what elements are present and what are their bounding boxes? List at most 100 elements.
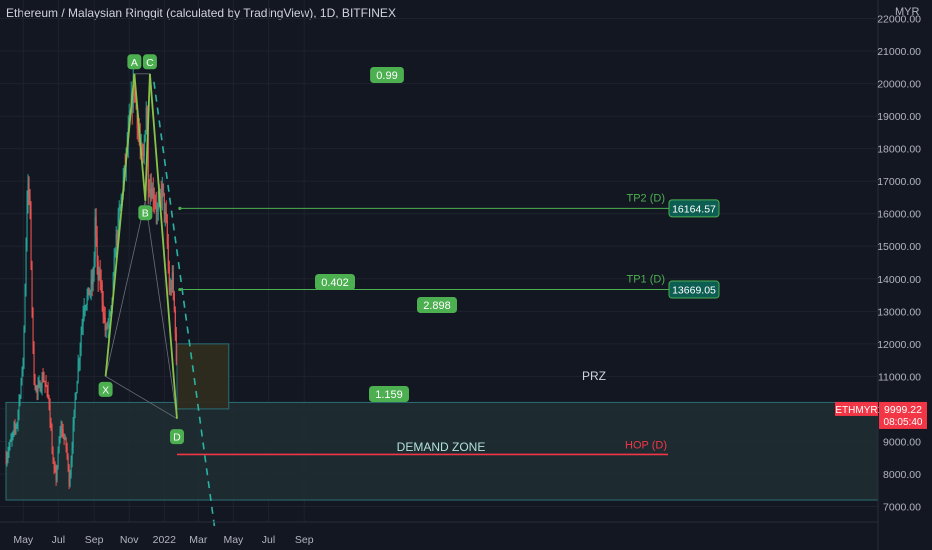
pattern-bd-line bbox=[144, 200, 178, 419]
candle-body bbox=[112, 274, 114, 298]
y-tick-label: 9000.00 bbox=[883, 436, 921, 448]
candle-body bbox=[50, 421, 52, 431]
candle-body bbox=[160, 193, 162, 199]
last-price-badge bbox=[879, 401, 927, 429]
candle-body bbox=[153, 200, 155, 202]
candle-body bbox=[29, 194, 31, 209]
x-tick-label: Jul bbox=[262, 534, 275, 546]
ratio-label: 0.99 bbox=[376, 70, 397, 82]
point-pill-b bbox=[138, 205, 153, 221]
candle-body bbox=[99, 271, 101, 282]
candle-body bbox=[69, 475, 71, 486]
candle-body bbox=[161, 183, 163, 199]
candle-body bbox=[53, 463, 55, 467]
candle-body bbox=[86, 295, 88, 305]
candle-body bbox=[103, 314, 105, 317]
y-tick-label: 18000.00 bbox=[877, 144, 921, 156]
y-tick-label: 17000.00 bbox=[877, 176, 921, 188]
pattern-leg-ab bbox=[133, 73, 147, 201]
candle-body bbox=[149, 188, 151, 193]
candle-body bbox=[15, 426, 17, 428]
candle-body bbox=[37, 385, 39, 392]
candle-body bbox=[49, 405, 51, 422]
candle-body bbox=[162, 183, 164, 194]
candle-body bbox=[48, 396, 50, 406]
x-tick-label: 2022 bbox=[153, 534, 177, 546]
candle-body bbox=[24, 288, 26, 328]
candle-body bbox=[67, 455, 69, 467]
demand-zone-label: DEMAND ZONE bbox=[397, 440, 486, 454]
candle-body bbox=[12, 431, 14, 437]
ratio-label: 0.402 bbox=[321, 277, 349, 289]
candle-body bbox=[93, 257, 95, 276]
candle-body bbox=[44, 380, 46, 384]
y-tick-label: 16000.00 bbox=[877, 209, 921, 221]
candle-body bbox=[11, 436, 13, 440]
candle-body bbox=[115, 234, 117, 256]
x-tick-label: Sep bbox=[85, 534, 104, 546]
candle-body bbox=[57, 450, 59, 467]
candle-body bbox=[94, 216, 96, 258]
candle-body bbox=[169, 287, 171, 292]
tp1-value-pill bbox=[668, 280, 720, 299]
x-tick-label: Mar bbox=[189, 534, 208, 546]
candle-body bbox=[72, 424, 74, 448]
y-tick-label: 15000.00 bbox=[877, 241, 921, 253]
candle-body bbox=[39, 382, 41, 392]
currency-unit: MYR bbox=[895, 6, 920, 18]
ratio-pill bbox=[315, 274, 355, 290]
candle-body bbox=[60, 428, 62, 430]
y-tick-label: 20000.00 bbox=[877, 79, 921, 91]
point-pill-c bbox=[142, 54, 157, 70]
candle-body bbox=[154, 201, 156, 205]
candle-body bbox=[90, 279, 92, 291]
candle-body bbox=[19, 397, 21, 401]
candle-body bbox=[87, 287, 89, 296]
last-price-value: 9999.22 bbox=[884, 404, 922, 416]
candle-body bbox=[119, 205, 121, 211]
candle-body bbox=[142, 154, 144, 157]
candle-body bbox=[102, 301, 104, 315]
candle-body bbox=[105, 326, 107, 331]
pattern-leg-bc bbox=[144, 73, 151, 201]
pattern-leg-xa bbox=[104, 73, 136, 377]
trend-line-dashed bbox=[153, 81, 216, 527]
candle-body bbox=[88, 287, 90, 296]
candle-body bbox=[116, 234, 118, 239]
candle-body bbox=[79, 347, 81, 360]
candle-body bbox=[172, 272, 174, 293]
tp2-dot bbox=[178, 206, 182, 210]
candle-body bbox=[41, 376, 43, 389]
ratio-pill bbox=[369, 386, 409, 402]
y-tick-label: 21000.00 bbox=[877, 46, 921, 58]
candle-body bbox=[157, 203, 159, 210]
ratio-label: 1.159 bbox=[375, 389, 403, 401]
candle-body bbox=[136, 108, 138, 129]
x-tick-label: Nov bbox=[120, 534, 139, 546]
candle-body bbox=[107, 320, 109, 328]
candle-body bbox=[92, 275, 94, 285]
candle-body bbox=[83, 309, 85, 316]
point-label-x: X bbox=[102, 384, 109, 396]
point-label-c: C bbox=[146, 57, 154, 69]
candle-body bbox=[23, 327, 25, 365]
candle-body bbox=[55, 469, 57, 480]
candle-body bbox=[148, 190, 150, 193]
candle-body bbox=[117, 215, 119, 239]
pattern-xd-line bbox=[105, 376, 178, 420]
candle-body bbox=[77, 364, 79, 382]
x-tick-label: Jul bbox=[52, 534, 65, 546]
candle-body bbox=[104, 316, 106, 331]
candle-body bbox=[8, 447, 10, 453]
candle-body bbox=[34, 383, 36, 389]
candle-body bbox=[89, 290, 91, 296]
candle-body bbox=[33, 345, 35, 384]
candle-body bbox=[31, 265, 33, 309]
candle-body bbox=[40, 388, 42, 392]
x-tick-label: May bbox=[223, 534, 244, 546]
candle-body bbox=[134, 94, 136, 97]
candle-body bbox=[165, 211, 167, 221]
candle-body bbox=[66, 447, 68, 456]
candle-body bbox=[7, 452, 9, 458]
